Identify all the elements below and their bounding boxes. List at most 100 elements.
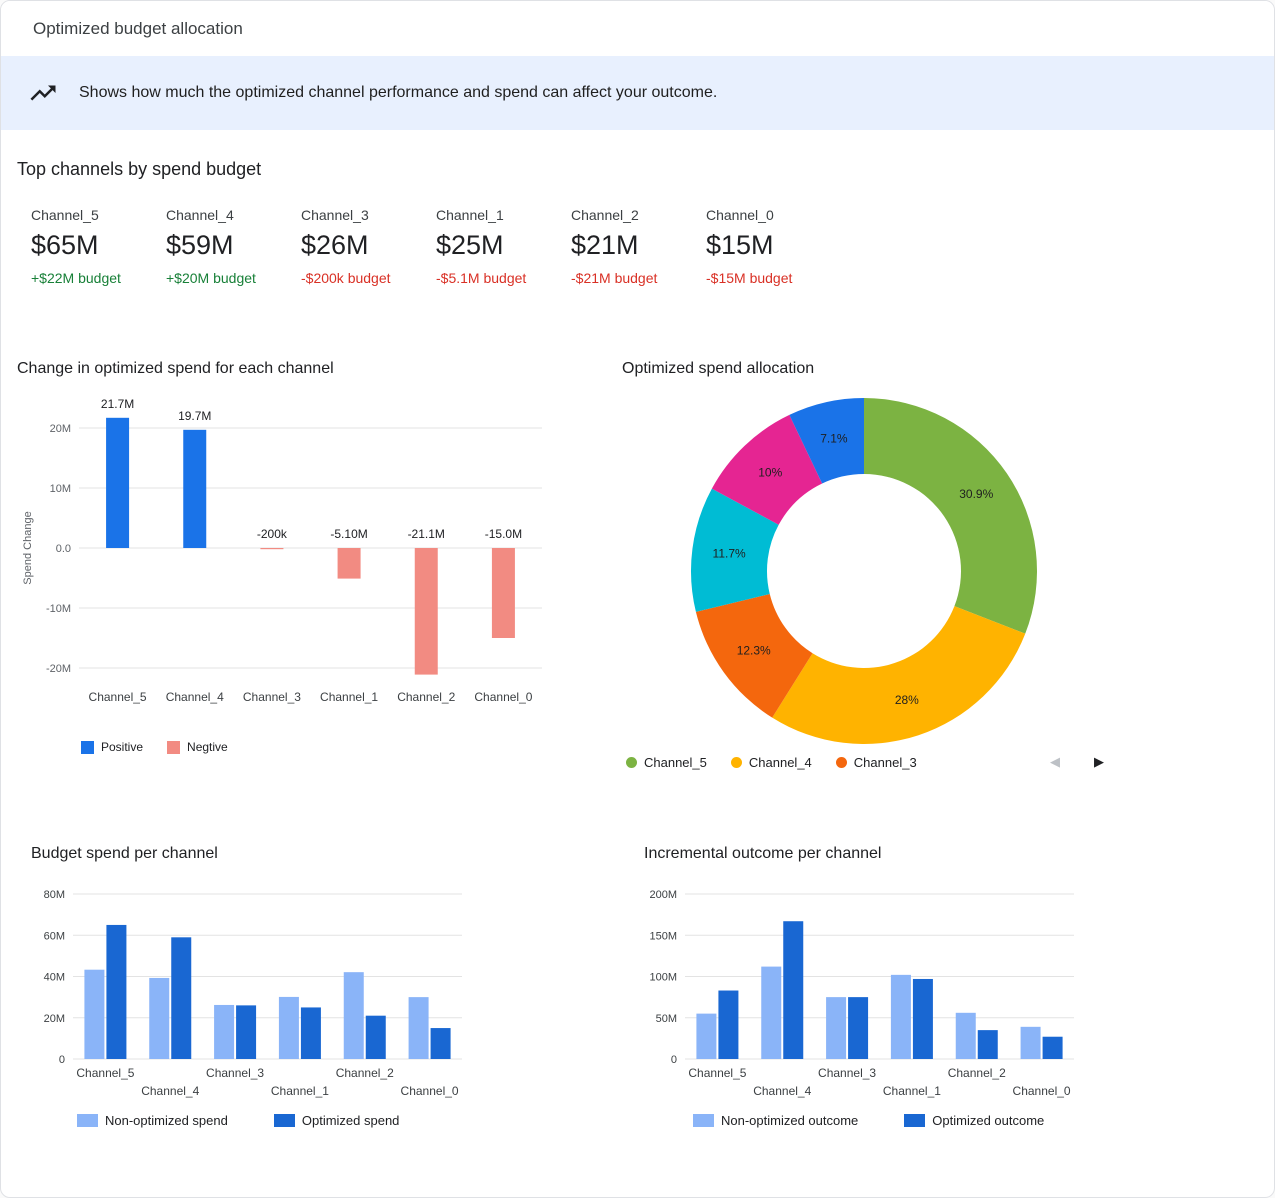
- x-tick-label: Channel_4: [141, 1084, 199, 1098]
- donut-slice[interactable]: [691, 488, 779, 612]
- chart-title-budget-spend: Budget spend per channel: [31, 845, 218, 862]
- bar[interactable]: [826, 997, 847, 1059]
- bar-value-label: -15.0M: [485, 527, 522, 541]
- bar[interactable]: [106, 417, 130, 548]
- bar[interactable]: [977, 1030, 998, 1059]
- donut-slice[interactable]: [864, 398, 1037, 634]
- y-tick-label: 150M: [649, 930, 677, 942]
- bar[interactable]: [718, 990, 739, 1059]
- y-tick-label: 200M: [649, 889, 677, 901]
- bar[interactable]: [171, 937, 192, 1059]
- bar[interactable]: [1020, 1026, 1041, 1059]
- slice-percent-label: 10%: [758, 465, 782, 479]
- channel-budget-value: $59M: [166, 230, 234, 260]
- bar[interactable]: [912, 978, 933, 1059]
- x-tick-label: Channel_5: [76, 1066, 134, 1080]
- legend-label: Non-optimized outcome: [721, 1113, 859, 1128]
- y-tick-label: 0: [671, 1054, 677, 1066]
- bar[interactable]: [214, 1004, 235, 1059]
- bar[interactable]: [414, 548, 438, 675]
- bar[interactable]: [343, 972, 364, 1059]
- bar[interactable]: [408, 997, 429, 1059]
- x-tick-label: Channel_0: [401, 1084, 459, 1098]
- non-optimized-spend-swatch: [77, 1114, 98, 1127]
- bar[interactable]: [365, 1015, 386, 1059]
- slice-percent-label: 7.1%: [820, 431, 848, 445]
- bar[interactable]: [236, 1005, 257, 1059]
- channel-card: Channel_3 $26M -$200k budget: [301, 207, 436, 286]
- bar[interactable]: [890, 974, 911, 1059]
- x-tick-label: Channel_5: [89, 690, 147, 704]
- channel-name: Channel_0: [706, 207, 774, 223]
- bar[interactable]: [84, 969, 105, 1059]
- bar[interactable]: [696, 1013, 717, 1059]
- banner-text: Shows how much the optimized channel per…: [79, 84, 718, 101]
- non-optimized-outcome-swatch: [693, 1114, 714, 1127]
- bar[interactable]: [300, 1007, 321, 1059]
- bar[interactable]: [149, 977, 170, 1059]
- legend-item-non-optimized-spend: Non-optimized spend: [77, 1113, 228, 1128]
- x-tick-label: Channel_3: [206, 1066, 264, 1080]
- y-tick-label: -20M: [46, 663, 71, 675]
- bar[interactable]: [106, 924, 127, 1059]
- legend-next-button[interactable]: ▶: [1094, 754, 1104, 769]
- channel-name: Channel_4: [166, 207, 234, 223]
- channel-budget-delta: -$15M budget: [706, 270, 793, 286]
- channel-budget-delta: -$5.1M budget: [436, 270, 527, 286]
- bar[interactable]: [848, 997, 869, 1059]
- channel-card: Channel_5 $65M +$22M budget: [31, 207, 166, 286]
- bar[interactable]: [491, 548, 515, 638]
- donut-slice[interactable]: [711, 414, 823, 525]
- x-tick-label: Channel_4: [753, 1084, 811, 1098]
- y-tick-label: 80M: [44, 889, 65, 901]
- top-channel-cards: Channel_5 $65M +$22M budget Channel_4 $5…: [31, 207, 841, 286]
- y-tick-label: 40M: [44, 972, 65, 984]
- channel-budget-value: $65M: [31, 230, 99, 260]
- info-banner: Shows how much the optimized channel per…: [1, 56, 1274, 130]
- channel-name: Channel_5: [31, 207, 99, 223]
- spend-allocation-donut: 30.9% 28% 12.3% 11.7% 10% 7.1%: [691, 398, 1037, 745]
- bar[interactable]: [1042, 1036, 1063, 1059]
- channel-name: Channel_1: [436, 207, 504, 223]
- trending-up-icon: [30, 85, 56, 101]
- incremental-outcome-chart: 0 50M 100M 150M 200M Channel_5 Channel_4 Channe…: [649, 889, 1074, 1098]
- positive-swatch: [81, 740, 94, 754]
- channel-budget-delta: +$20M budget: [166, 270, 256, 286]
- bar[interactable]: [761, 966, 782, 1059]
- channel-card: Channel_4 $59M +$20M budget: [166, 207, 301, 286]
- chart-title-spend-allocation: Optimized spend allocation: [622, 360, 815, 377]
- legend-label: Negtive: [187, 740, 228, 754]
- donut-legend: Channel_5 Channel_4 Channel_3 ◀ ▶: [626, 754, 1104, 770]
- bar[interactable]: [183, 429, 207, 548]
- x-tick-label: Channel_1: [271, 1084, 329, 1098]
- x-tick-label: Channel_2: [948, 1066, 1006, 1080]
- donut-slice[interactable]: [772, 606, 1026, 745]
- bar[interactable]: [260, 548, 284, 550]
- channel-5-dot: [626, 756, 637, 768]
- bar[interactable]: [278, 996, 299, 1059]
- channel-budget-value: $15M: [706, 230, 774, 260]
- spend-change-chart: 20M 10M 0.0 -10M -20M Spend Change 21.7M Channe…: [22, 397, 542, 704]
- bar-value-label: 21.7M: [101, 397, 134, 411]
- channel-card: Channel_2 $21M -$21M budget: [571, 207, 706, 286]
- bar[interactable]: [337, 548, 361, 579]
- bar[interactable]: [430, 1028, 451, 1059]
- bar[interactable]: [955, 1012, 976, 1059]
- channel-budget-delta: -$21M budget: [571, 270, 658, 286]
- donut-slice[interactable]: [695, 593, 813, 718]
- y-tick-label: 0: [59, 1054, 65, 1066]
- slice-percent-label: 11.7%: [713, 547, 746, 561]
- donut-slice[interactable]: [789, 398, 864, 484]
- x-tick-label: Channel_5: [688, 1066, 746, 1080]
- bar[interactable]: [783, 921, 804, 1059]
- channel-budget-value: $25M: [436, 230, 504, 260]
- channel-card: Channel_0 $15M -$15M budget: [706, 207, 841, 286]
- optimized-outcome-swatch: [904, 1114, 926, 1127]
- y-tick-label: 20M: [50, 423, 71, 435]
- x-tick-label: Channel_2: [336, 1066, 394, 1080]
- page-title: Optimized budget allocation: [1, 1, 1274, 56]
- legend-item-channel-4: Channel_4: [730, 755, 812, 770]
- y-axis-label: Spend Change: [22, 511, 34, 584]
- x-tick-label: Channel_1: [320, 690, 378, 704]
- legend-prev-button[interactable]: ◀: [1050, 754, 1060, 769]
